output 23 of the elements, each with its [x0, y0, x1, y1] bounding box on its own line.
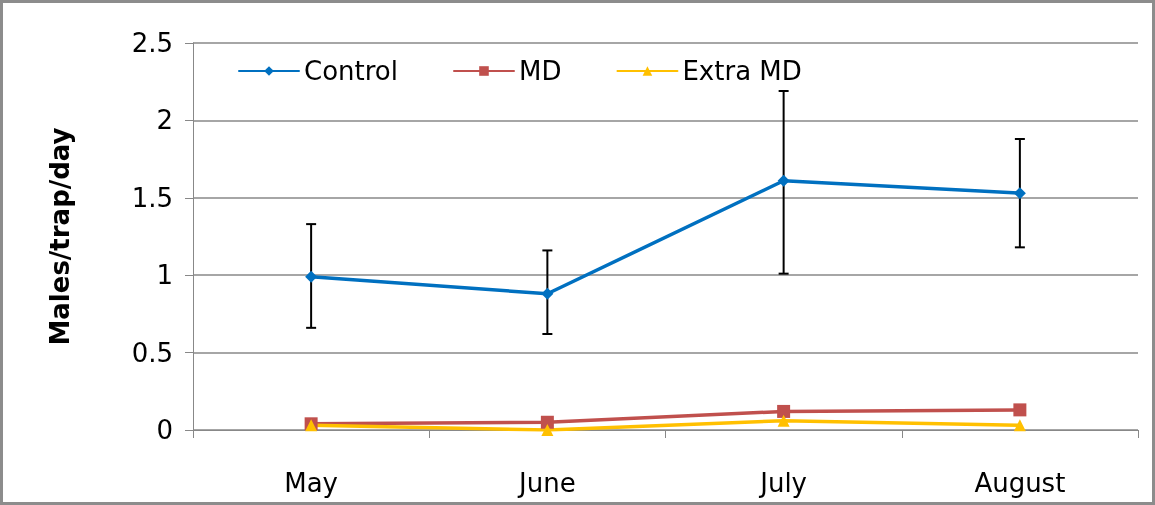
y-tick-label: 2.5	[131, 28, 173, 58]
point	[1013, 403, 1027, 417]
y-tick-label: 1	[156, 260, 173, 291]
y-tick-label: 2	[156, 105, 173, 136]
point	[777, 414, 790, 427]
point	[1013, 187, 1026, 200]
x-tick-label: August	[974, 468, 1066, 498]
legend-label: Extra MD	[682, 56, 802, 86]
y-tick-label: 0	[156, 415, 173, 445]
point	[1013, 419, 1026, 432]
x-tick-label: May	[284, 468, 339, 498]
point	[541, 424, 554, 436]
point	[777, 174, 790, 187]
x-tick-label: June	[517, 468, 576, 498]
y-tick-label: 1.5	[131, 182, 173, 213]
legend-label: Control	[304, 56, 398, 86]
y-axis-title: Males/trap/day	[45, 127, 75, 346]
legend-label: MD	[518, 56, 562, 86]
x-tick-label: July	[758, 468, 808, 498]
point	[777, 404, 791, 418]
y-tick-label: 0.5	[131, 337, 173, 368]
point	[541, 287, 554, 300]
point	[540, 415, 554, 429]
